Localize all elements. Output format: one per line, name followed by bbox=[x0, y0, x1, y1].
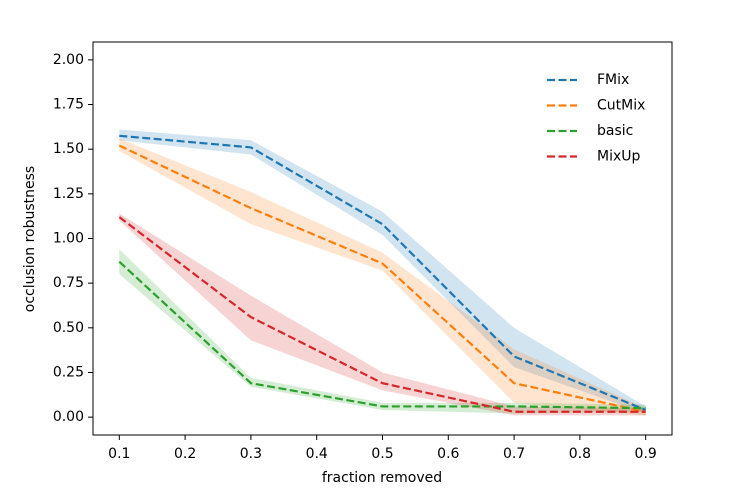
y-tick-label: 1.00 bbox=[53, 231, 84, 247]
line bbox=[118, 260, 646, 410]
legend-label: basic bbox=[597, 123, 633, 139]
line bbox=[118, 144, 646, 413]
line bbox=[118, 216, 646, 413]
y-tick-label: 1.25 bbox=[53, 186, 84, 202]
legend-label: CutMix bbox=[597, 98, 645, 114]
y-tick-label: 0.00 bbox=[53, 409, 84, 425]
x-tick-label: 0.3 bbox=[240, 446, 262, 462]
legend-label: MixUp bbox=[597, 149, 641, 165]
x-axis-label: fraction removed bbox=[322, 470, 442, 486]
band bbox=[119, 213, 646, 416]
x-tick-label: 0.6 bbox=[437, 446, 459, 462]
x-tick-label: 0.8 bbox=[569, 446, 591, 462]
y-tick-label: 0.25 bbox=[53, 364, 84, 380]
y-tick-label: 1.50 bbox=[53, 141, 84, 157]
line bbox=[119, 134, 647, 412]
y-tick-label: 2.00 bbox=[53, 52, 84, 68]
y-tick-label: 0.75 bbox=[53, 275, 84, 291]
y-tick-label: 1.75 bbox=[53, 97, 84, 113]
x-tick-label: 0.1 bbox=[108, 446, 130, 462]
x-tick-label: 0.9 bbox=[635, 446, 657, 462]
legend-label: FMix bbox=[597, 72, 629, 88]
y-axis-label: occlusion robustness bbox=[22, 166, 38, 312]
x-tick-label: 0.4 bbox=[306, 446, 328, 462]
x-tick-label: 0.5 bbox=[371, 446, 393, 462]
x-tick-label: 0.7 bbox=[503, 446, 525, 462]
band bbox=[119, 129, 646, 414]
x-tick-label: 0.2 bbox=[174, 446, 196, 462]
y-tick-label: 0.50 bbox=[53, 320, 84, 336]
